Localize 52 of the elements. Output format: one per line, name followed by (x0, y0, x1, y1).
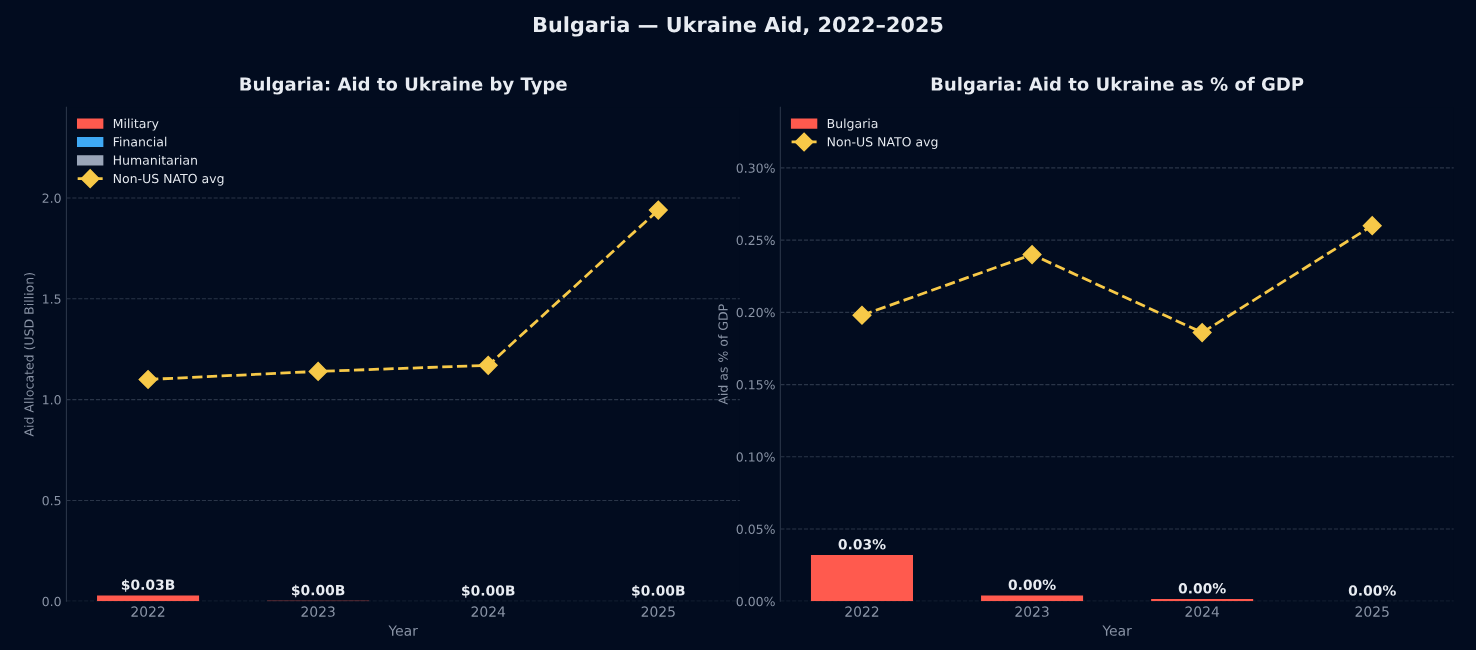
y-tick-label: 0.05% (736, 524, 775, 534)
y-tick-label: 2.0 (42, 193, 61, 203)
point (478, 355, 498, 375)
x-tick-label: 2022 (845, 606, 879, 617)
chart-title: Bulgaria: Aid to Ukraine as % of GDP (931, 76, 1304, 95)
total-label: $0.00B (462, 585, 515, 598)
y-tick-label: 1.5 (43, 294, 61, 304)
point (138, 369, 158, 389)
data-label: 0.00% (1178, 583, 1226, 594)
x-tick-label: 2025 (641, 606, 675, 617)
x-axis-title: Year (1102, 625, 1132, 636)
data-label: 0.00% (1008, 579, 1056, 590)
y-tick-label: 0.15% (736, 380, 775, 390)
y-tick-label: 0.20% (736, 307, 775, 318)
x-tick-label: 2024 (471, 606, 506, 617)
y-tick-label: 0.0 (42, 596, 61, 607)
text: Bulgaria — Ukraine Aid, 2022–2025 (534, 16, 943, 37)
x-tick-label: 2023 (1015, 606, 1049, 617)
total-label: $0.03B (121, 579, 175, 592)
legend-label: Bulgaria (827, 118, 878, 131)
x-axis-title: Year (388, 625, 418, 636)
point (1022, 245, 1042, 265)
x-tick-label: 2022 (131, 606, 165, 617)
point (648, 200, 668, 220)
legend-label: Military (113, 118, 159, 131)
bar (981, 595, 1084, 602)
legend-label: Financial (113, 136, 167, 147)
legend-label: Non-US NATO avg (113, 173, 224, 186)
total-label: $0.00B (632, 585, 685, 598)
y-tick-label: 0.30% (736, 163, 775, 173)
y-tick-label: 0.25% (736, 235, 775, 246)
point (852, 305, 872, 325)
y-axis-title: Aid as % of GDP (718, 304, 728, 405)
y-tick-label: 0.5 (42, 495, 61, 506)
y-tick-label: 0.00% (736, 596, 775, 607)
legend-label: Humanitarian (113, 155, 197, 165)
point (1362, 216, 1382, 236)
point (1192, 323, 1212, 343)
data-label: 0.03% (838, 539, 886, 550)
total-label: $0.00B (291, 584, 345, 598)
bar (1151, 599, 1254, 602)
data-label: 0.00% (1348, 585, 1396, 596)
y-tick-label: 0.10% (736, 452, 775, 462)
x-tick-label: 2024 (1185, 606, 1220, 617)
legend-label: Non-US NATO avg (827, 137, 938, 149)
point (308, 361, 328, 381)
chart-title: Bulgaria: Aid to Ukraine by Type (240, 76, 567, 95)
bar (810, 555, 914, 602)
x-tick-label: 2025 (1355, 606, 1389, 617)
y-axis-title: Aid Allocated (USD Billion) (24, 273, 36, 437)
y-tick-label: 1.0 (43, 395, 61, 405)
x-tick-label: 2023 (301, 606, 335, 617)
